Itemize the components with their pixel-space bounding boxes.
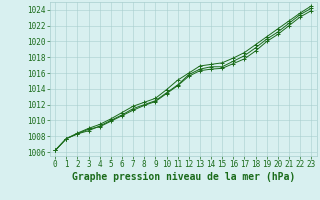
X-axis label: Graphe pression niveau de la mer (hPa): Graphe pression niveau de la mer (hPa) [72, 172, 295, 182]
